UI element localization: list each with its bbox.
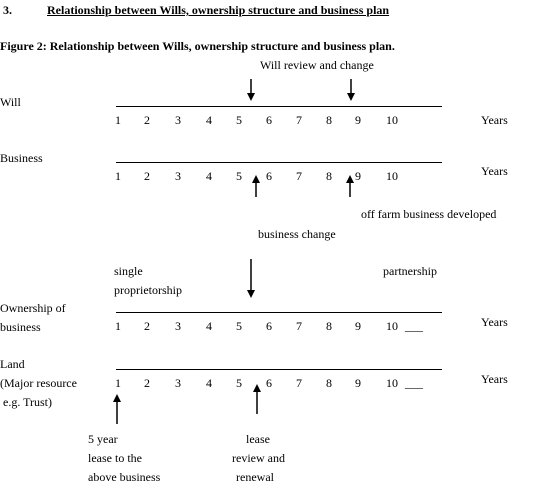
- tick-label: 4: [206, 319, 212, 333]
- tick-label: 6: [266, 169, 272, 183]
- tick-label: 8: [326, 319, 332, 333]
- tick-label: 3: [175, 113, 181, 127]
- tick-label: 1: [115, 113, 121, 127]
- tick-label: 7: [296, 376, 302, 390]
- single-annotation: single: [114, 264, 143, 278]
- will-review-annotation: Will review and change: [260, 58, 374, 72]
- tick-label: 10: [386, 169, 398, 183]
- figure-caption: Figure 2: Relationship between Wills, ow…: [0, 39, 395, 53]
- tick-label: 9: [355, 376, 361, 390]
- tick-label: 8: [326, 376, 332, 390]
- tick-label: 7: [296, 169, 302, 183]
- tick-label: 9: [355, 169, 361, 183]
- row-label-land-line3: e.g. Trust): [3, 395, 53, 409]
- tick-label: 2: [144, 376, 150, 390]
- business-unit-label: Years: [481, 164, 508, 178]
- tick-label: 7: [296, 113, 302, 127]
- lease5-line2: lease to the: [88, 451, 142, 465]
- lease-review-line3: renewal: [236, 470, 274, 484]
- tick-label: 10: [386, 113, 398, 127]
- proprietorship-annotation: proprietorship: [114, 283, 182, 297]
- lease-review-line2: review and: [232, 451, 285, 465]
- tick-label: 6: [266, 113, 272, 127]
- off-farm-annotation: off farm business developed: [361, 207, 497, 221]
- up-arrow-icon: [346, 175, 354, 197]
- lease5-line3: above business: [88, 470, 161, 484]
- up-arrow-icon: [252, 175, 260, 197]
- tick-label: 1: [115, 319, 121, 333]
- tick-label: 5: [236, 319, 242, 333]
- ownership-timeline: [116, 312, 442, 313]
- row-label-land-line1: Land: [0, 357, 25, 371]
- tick-label: 2: [144, 169, 150, 183]
- tick-label: 2: [144, 319, 150, 333]
- tick-label: 4: [206, 376, 212, 390]
- tick-label: 9: [355, 319, 361, 333]
- land-unit-label: Years: [481, 372, 508, 386]
- tick-label: 7: [296, 319, 302, 333]
- tick-label: 5: [236, 376, 242, 390]
- will-timeline: [116, 106, 442, 107]
- down-arrow-icon: [247, 259, 255, 298]
- tick-label: 4: [206, 169, 212, 183]
- row-label-will: Will: [0, 95, 21, 109]
- tick-label: 3: [175, 376, 181, 390]
- row-label-business: Business: [0, 151, 43, 165]
- ownership-tail: ___: [405, 319, 423, 333]
- row-label-land-line2: (Major resource: [0, 376, 77, 390]
- down-arrow-icon: [347, 79, 355, 101]
- tick-label: 2: [144, 113, 150, 127]
- tick-label: 3: [175, 319, 181, 333]
- tick-label: 5: [236, 113, 242, 127]
- row-label-ownership-line2: business: [0, 320, 41, 334]
- up-arrow-icon: [113, 394, 121, 424]
- tick-label: 1: [115, 376, 121, 390]
- ownership-unit-label: Years: [481, 315, 508, 329]
- land-tail: ___: [405, 376, 423, 390]
- tick-label: 3: [175, 169, 181, 183]
- section-number: 3.: [3, 3, 12, 17]
- tick-label: 8: [326, 113, 332, 127]
- business-change-annotation: business change: [258, 227, 336, 241]
- partnership-annotation: partnership: [383, 264, 437, 278]
- tick-label: 4: [206, 113, 212, 127]
- tick-label: 8: [326, 169, 332, 183]
- lease5-line1: 5 year: [88, 432, 118, 446]
- tick-label: 1: [115, 169, 121, 183]
- tick-label: 6: [266, 319, 272, 333]
- lease-review-line1: lease: [246, 432, 270, 446]
- up-arrow-icon: [253, 384, 261, 414]
- down-arrow-icon: [247, 79, 255, 101]
- row-label-ownership-line1: Ownership of: [0, 301, 66, 315]
- land-timeline: [116, 369, 442, 370]
- section-title: Relationship between Wills, ownership st…: [47, 3, 390, 17]
- tick-label: 5: [236, 169, 242, 183]
- tick-label: 9: [355, 113, 361, 127]
- will-unit-label: Years: [481, 113, 508, 127]
- tick-label: 10: [386, 376, 398, 390]
- business-timeline: [116, 162, 442, 163]
- tick-label: 6: [266, 376, 272, 390]
- tick-label: 10: [386, 319, 398, 333]
